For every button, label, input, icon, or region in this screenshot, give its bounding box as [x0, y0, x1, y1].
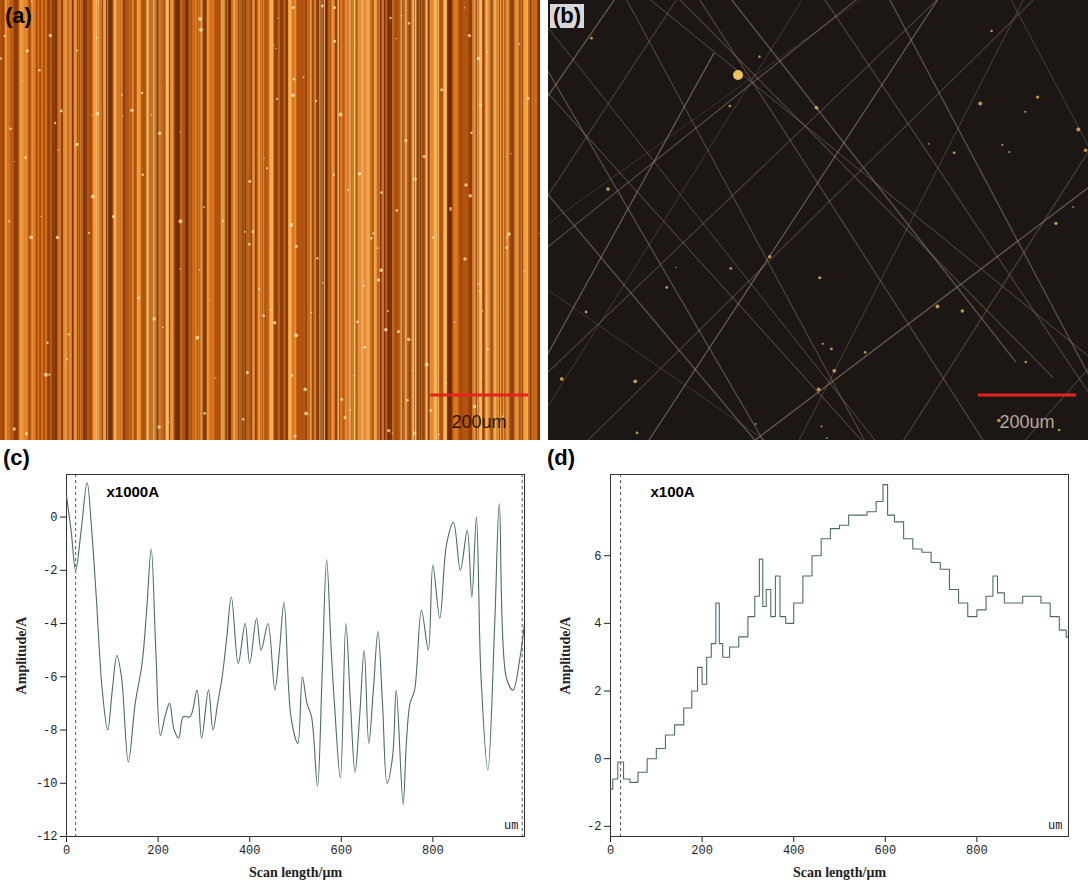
- html-text:(b): (b): [553, 3, 582, 28]
- html-text:(a): (a): [5, 3, 32, 28]
- svg-text:200: 200: [147, 844, 169, 858]
- svg-text:x100A: x100A: [651, 483, 695, 500]
- svg-text:-4: -4: [43, 617, 57, 631]
- svg-text:0: 0: [63, 844, 70, 858]
- svg-text:-6: -6: [43, 671, 57, 685]
- svg-text:Amplitude/A: Amplitude/A: [14, 616, 29, 695]
- svg-text:x1000A: x1000A: [107, 483, 160, 500]
- svg-text:um: um: [504, 819, 518, 833]
- svg-text:-2: -2: [43, 564, 57, 578]
- svg-text:200um: 200um: [451, 412, 506, 432]
- svg-text:6: 6: [594, 550, 601, 564]
- svg-text:400: 400: [783, 844, 805, 858]
- svg-text:Scan length/μm: Scan length/μm: [249, 865, 342, 880]
- svg-text:400: 400: [239, 844, 261, 858]
- svg-text:800: 800: [966, 844, 988, 858]
- svg-text:200: 200: [691, 844, 713, 858]
- svg-text:2: 2: [594, 685, 601, 699]
- svg-text:-2: -2: [587, 820, 601, 834]
- html-text:(c): (c): [3, 445, 30, 470]
- svg-text:Scan length/μm: Scan length/μm: [793, 865, 886, 880]
- svg-text:-10: -10: [36, 777, 58, 791]
- html-text:(d): (d): [547, 445, 576, 470]
- svg-text:4: 4: [594, 617, 601, 631]
- svg-text:0: 0: [607, 844, 614, 858]
- svg-text:Amplitude/A: Amplitude/A: [558, 616, 573, 695]
- svg-text:600: 600: [874, 844, 896, 858]
- svg-text:0: 0: [594, 753, 601, 767]
- svg-text:-12: -12: [36, 830, 58, 844]
- svg-text:-8: -8: [43, 724, 57, 738]
- svg-text:um: um: [1048, 819, 1062, 833]
- svg-text:800: 800: [422, 844, 444, 858]
- svg-text:200um: 200um: [999, 412, 1054, 432]
- svg-text:0: 0: [50, 511, 57, 525]
- svg-text:600: 600: [330, 844, 352, 858]
